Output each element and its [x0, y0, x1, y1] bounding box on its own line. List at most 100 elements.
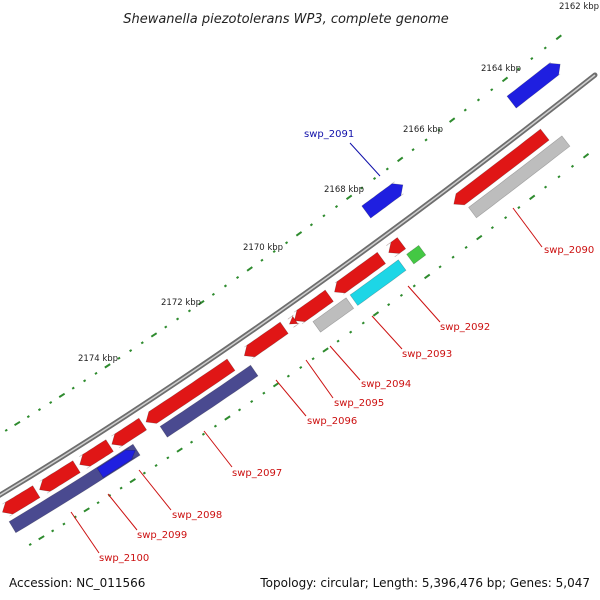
kbp-label-2174: 2174 kbp — [78, 354, 118, 364]
outer-ruler-tick — [105, 364, 110, 368]
inner-ruler-tick — [465, 247, 467, 248]
gene-label-swp-2097[interactable]: swp_2097 — [232, 468, 282, 479]
inner-ruler-tick — [350, 331, 352, 332]
outer-ruler-tick — [118, 358, 120, 359]
inner-ruler-tick — [373, 312, 378, 316]
leader-line — [108, 494, 137, 530]
inner-ruler-tick — [52, 530, 54, 531]
inner-ruler-tick — [273, 383, 278, 387]
inner-ruler-tick — [439, 266, 441, 267]
outer-ruler-tick — [374, 178, 376, 179]
kbp-label-2166: 2166 kbp — [403, 125, 443, 135]
map-title: Shewanella piezotolerans WP3, complete g… — [123, 12, 449, 27]
outer-ruler-tick — [386, 168, 388, 169]
gene-label-swp-2094[interactable]: swp_2094 — [361, 379, 411, 390]
kbp-label-2164: 2164 kbp — [481, 64, 521, 74]
gene-track — [2, 62, 570, 533]
inner-ruler-tick — [300, 367, 302, 368]
gene-label-swp-2099[interactable]: swp_2099 — [137, 530, 187, 541]
outer-ruler-tick — [425, 139, 427, 140]
outer-ruler-tick — [531, 58, 533, 59]
inner-ruler-tick — [167, 457, 169, 458]
inner-ruler-tick — [477, 236, 482, 240]
outer-ruler-tick — [491, 89, 493, 90]
accession-text: Accession: NC_011566 — [9, 576, 145, 590]
inner-ruler-tick — [323, 348, 328, 352]
inner-dotted-ruler — [29, 154, 588, 545]
gene-feature-green — [407, 245, 426, 264]
outer-ruler-tick — [556, 35, 561, 39]
inner-ruler-tick — [558, 176, 560, 177]
inner-ruler-tick — [337, 340, 339, 341]
inner-ruler-tick — [400, 295, 402, 296]
outer-ruler-tick — [347, 195, 352, 199]
inner-ruler-tick — [425, 275, 430, 279]
leader-line — [139, 470, 171, 510]
inner-ruler-tick — [452, 256, 454, 257]
outer-ruler-tick — [50, 402, 52, 403]
leader-line — [372, 316, 402, 349]
inner-ruler-tick — [214, 426, 216, 427]
inner-ruler-tick — [263, 392, 265, 393]
inner-ruler-tick — [177, 448, 182, 452]
outer-ruler-tick — [38, 409, 40, 410]
gene-label-swp-2095[interactable]: swp_2095 — [334, 398, 384, 409]
inner-ruler-tick — [120, 487, 122, 488]
inner-ruler-tick — [29, 544, 31, 545]
outer-ruler-tick — [188, 310, 190, 311]
inner-ruler-tick — [518, 207, 520, 208]
outer-ruler-tick — [224, 285, 226, 286]
inner-ruler-tick — [413, 285, 415, 286]
leader-line — [350, 143, 380, 176]
gene-label-swp-2100[interactable]: swp_2100 — [99, 553, 149, 564]
inner-ruler-tick — [530, 195, 535, 199]
leader-line — [513, 208, 542, 247]
outer-ruler-tick — [398, 157, 403, 161]
gene-label-swp-2091[interactable]: swp_2091 — [304, 129, 354, 140]
leader-line — [330, 346, 360, 380]
gene-label-swp-2092[interactable]: swp_2092 — [440, 322, 490, 333]
kbp-label-2168: 2168 kbp — [324, 185, 364, 195]
outer-ruler-tick — [450, 118, 455, 122]
outer-ruler-tick — [95, 373, 97, 374]
inner-ruler-tick — [572, 166, 574, 167]
outer-ruler-tick — [165, 326, 167, 327]
outer-ruler-tick — [177, 318, 179, 319]
outer-ruler-tick — [310, 224, 312, 225]
outer-ruler-tick — [296, 232, 301, 236]
outer-ruler-tick — [323, 215, 325, 216]
outer-ruler-tick — [286, 242, 288, 243]
inner-ruler-tick — [239, 409, 241, 410]
inner-ruler-tick — [225, 416, 230, 420]
outer-ruler-tick — [15, 422, 20, 425]
gene-label-swp-2093[interactable]: swp_2093 — [402, 349, 452, 360]
inner-ruler-tick — [287, 375, 289, 376]
outer-ruler-tick — [478, 99, 480, 100]
inner-ruler-tick — [583, 154, 588, 158]
outer-ruler-tick — [5, 430, 7, 431]
gene-feature-swp-2091 — [362, 182, 404, 218]
gene-label-swp-2090[interactable]: swp_2090 — [544, 245, 594, 256]
inner-ruler-tick — [143, 472, 145, 473]
leader-line — [276, 380, 306, 416]
outer-ruler-tick — [544, 47, 546, 48]
inner-ruler-tick — [191, 442, 193, 443]
outer-dotted-ruler — [5, 35, 561, 431]
gene-label-swp-2098[interactable]: swp_2098 — [172, 510, 222, 521]
outer-ruler-tick — [72, 387, 74, 388]
gene-feature-swp-2092 — [386, 238, 405, 257]
inner-ruler-tick — [505, 217, 507, 218]
inner-ruler-tick — [545, 186, 547, 187]
outer-ruler-tick — [412, 149, 414, 150]
kbp-label-2162: 2162 kbp — [559, 2, 599, 12]
inner-ruler-tick — [63, 523, 65, 524]
outer-ruler-tick — [84, 380, 86, 381]
gene-feature-swp-2096 — [244, 322, 288, 359]
inner-ruler-tick — [251, 401, 253, 402]
gene-label-swp-2096[interactable]: swp_2096 — [307, 416, 357, 427]
inner-ruler-tick — [388, 304, 390, 305]
outer-ruler-tick — [336, 206, 338, 207]
outer-ruler-tick — [247, 267, 252, 271]
leader-line — [408, 286, 440, 322]
